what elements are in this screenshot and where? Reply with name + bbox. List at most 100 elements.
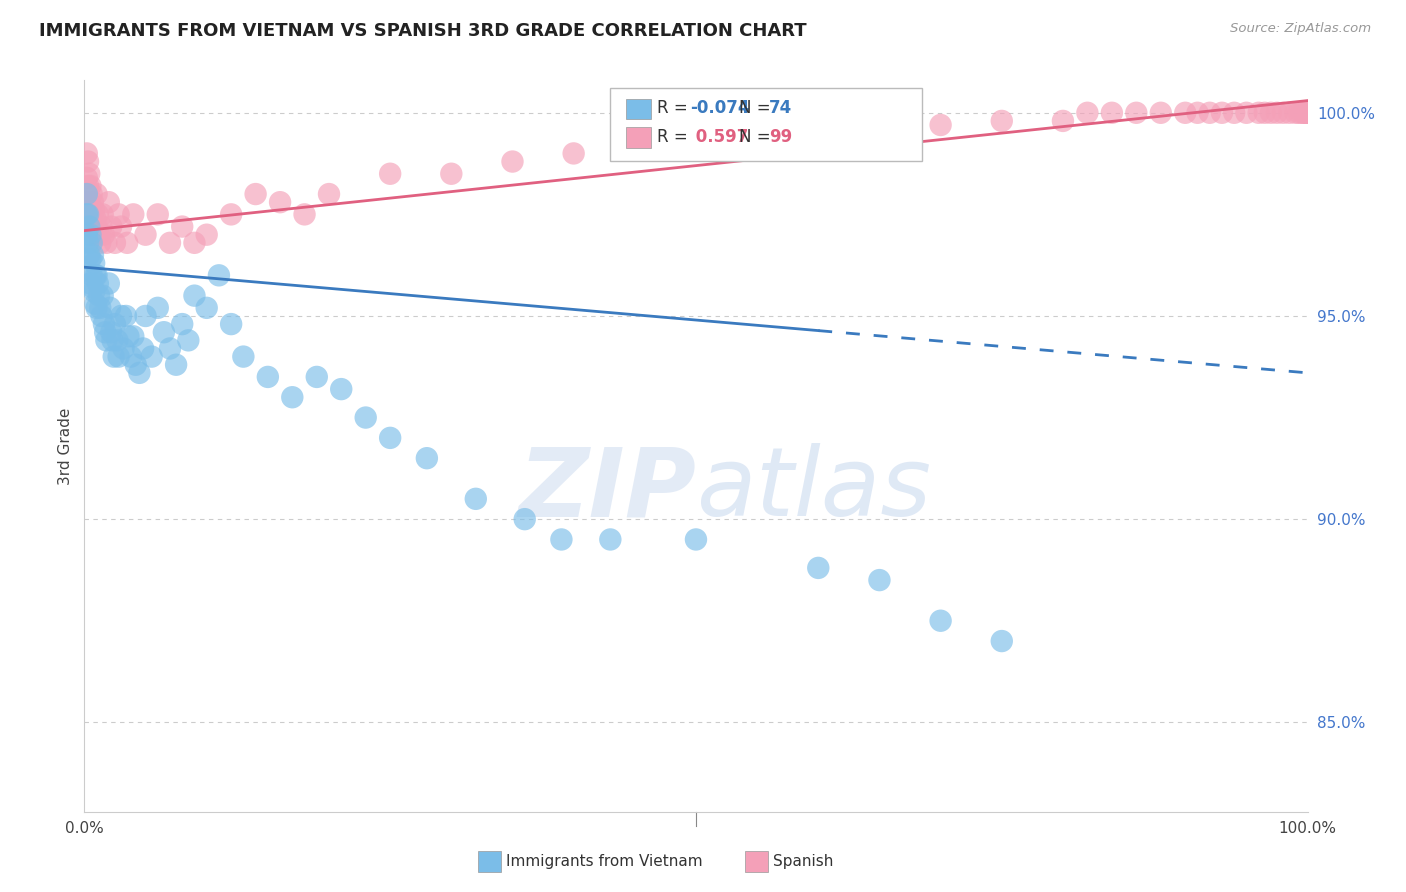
Point [153,325,176,339]
Point [1296,105,1319,120]
Point [1236,105,1258,120]
Point [86,301,108,315]
Point [97,195,120,210]
Point [1294,105,1316,120]
Point [77,248,100,262]
Point [172,219,194,234]
Point [929,614,952,628]
Text: atlas: atlas [696,443,931,536]
Point [219,207,242,221]
Point [107,350,129,364]
Point [380,431,402,445]
Point [294,207,316,221]
Point [86,187,108,202]
Point [96,334,118,348]
Point [195,227,218,242]
Point [82,280,104,294]
Text: ZIP: ZIP [517,443,696,536]
Point [550,533,572,547]
Point [141,350,163,364]
Point [105,334,128,348]
Point [1296,105,1319,120]
Point [208,268,231,283]
Point [87,288,110,302]
Point [77,178,100,193]
Point [1211,105,1233,120]
Point [91,288,114,302]
Point [416,451,439,466]
Point [1296,105,1319,120]
Point [1292,105,1315,120]
Text: N =: N = [738,99,776,117]
Text: Spanish: Spanish [773,855,834,869]
Text: R =: R = [657,128,693,146]
Point [440,167,463,181]
Point [1295,105,1317,120]
Point [93,317,115,331]
Point [104,317,127,331]
Point [513,512,536,526]
Point [172,317,194,331]
Point [79,252,101,266]
Point [132,342,155,356]
Point [1296,105,1319,120]
Point [1296,105,1319,120]
Point [110,219,132,234]
FancyBboxPatch shape [610,87,922,161]
Point [80,207,103,221]
Point [177,334,200,348]
Point [86,219,108,234]
Point [120,350,142,364]
Point [245,187,267,202]
Point [159,235,181,250]
Point [76,187,98,202]
Text: 0.597: 0.597 [690,128,748,146]
Point [146,301,169,315]
Point [1296,105,1319,120]
Point [929,118,952,132]
Text: Source: ZipAtlas.com: Source: ZipAtlas.com [1230,22,1371,36]
Point [807,126,830,140]
Point [1296,105,1319,120]
Point [79,227,101,242]
Point [1296,105,1319,120]
Point [84,297,107,311]
Point [1076,105,1098,120]
Point [89,301,111,315]
Point [87,207,110,221]
Point [83,227,105,242]
Point [79,178,101,193]
Point [1296,105,1319,120]
Point [1296,105,1319,120]
Point [98,301,121,315]
Point [80,187,103,202]
Point [1223,105,1246,120]
Point [101,334,124,348]
Point [76,170,98,185]
Point [93,227,115,242]
Point [87,277,110,291]
Point [76,207,98,221]
Point [103,350,125,364]
Point [100,219,122,234]
Point [135,227,157,242]
Point [79,203,101,218]
Text: IMMIGRANTS FROM VIETNAM VS SPANISH 3RD GRADE CORRELATION CHART: IMMIGRANTS FROM VIETNAM VS SPANISH 3RD G… [39,22,807,40]
Point [183,288,205,302]
Point [1296,105,1319,120]
Point [1125,105,1147,120]
Point [77,154,100,169]
Point [1247,105,1270,120]
Point [1260,105,1282,120]
Point [1296,105,1319,120]
Point [135,309,157,323]
Point [165,358,187,372]
Point [76,227,98,242]
Point [1101,105,1123,120]
Point [281,390,304,404]
Text: 99: 99 [769,128,793,146]
Point [122,207,145,221]
Point [1296,105,1319,120]
Point [232,350,254,364]
Point [86,268,108,283]
